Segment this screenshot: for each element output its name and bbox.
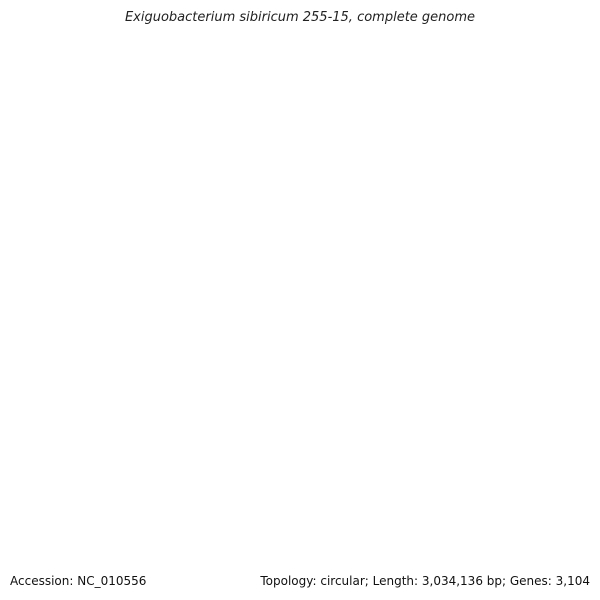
accession-label: Accession: NC_010556 xyxy=(10,574,147,588)
genome-info-label: Topology: circular; Length: 3,034,136 bp… xyxy=(260,574,590,588)
map-title: Exiguobacterium sibiricum 255-15, comple… xyxy=(124,10,476,25)
